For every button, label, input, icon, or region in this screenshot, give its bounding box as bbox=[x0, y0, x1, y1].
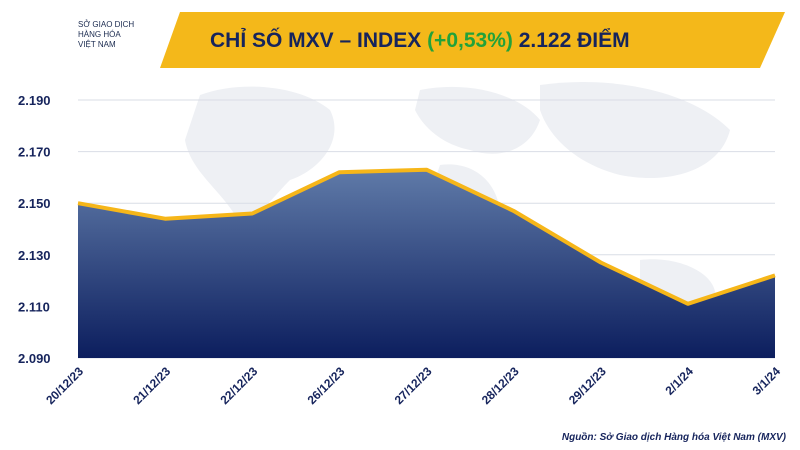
source-note: Nguồn: Sở Giao dịch Hàng hóa Việt Nam (M… bbox=[561, 432, 786, 443]
x-tick-label: 22/12/23 bbox=[217, 364, 260, 407]
x-tick-label: 20/12/23 bbox=[43, 364, 86, 407]
banner-yellow bbox=[152, 12, 785, 68]
x-tick-label: 27/12/23 bbox=[392, 364, 435, 407]
x-tick-label: 2/1/24 bbox=[662, 364, 696, 398]
x-tick-label: 21/12/23 bbox=[130, 364, 173, 407]
logo-line-2: HÀNG HÓA bbox=[78, 30, 121, 39]
title-value: 2.122 ĐIỂM bbox=[518, 29, 630, 52]
area-fill bbox=[78, 169, 775, 358]
title-prefix: CHỈ SỐ MXV – INDEX bbox=[210, 29, 422, 52]
x-tick-label: 28/12/23 bbox=[479, 364, 522, 407]
y-tick-label: 2.150 bbox=[18, 196, 51, 211]
chart-title: CHỈ SỐ MXV – INDEX (+0,53%) 2.122 ĐIỂM bbox=[210, 29, 690, 53]
y-tick-label: 2.170 bbox=[18, 145, 51, 160]
logo-line-1: SỞ GIAO DỊCH bbox=[78, 20, 135, 29]
y-tick-label: 2.110 bbox=[18, 299, 50, 314]
title-change: (+0,53%) bbox=[427, 29, 513, 52]
mxv-logo: SỞ GIAO DỊCH HÀNG HÓA VIỆT NAM bbox=[78, 20, 188, 64]
title-banner bbox=[0, 12, 785, 68]
logo-line-3: VIỆT NAM bbox=[78, 40, 116, 49]
y-tick-label: 2.130 bbox=[18, 248, 51, 263]
y-tick-label: 2.190 bbox=[18, 93, 51, 108]
x-tick-label: 3/1/24 bbox=[750, 364, 784, 398]
y-tick-label: 2.090 bbox=[18, 351, 51, 366]
x-tick-label: 29/12/23 bbox=[566, 364, 609, 407]
x-tick-label: 26/12/23 bbox=[305, 364, 348, 407]
banner-white-left bbox=[0, 12, 180, 68]
series-line bbox=[77, 167, 776, 306]
